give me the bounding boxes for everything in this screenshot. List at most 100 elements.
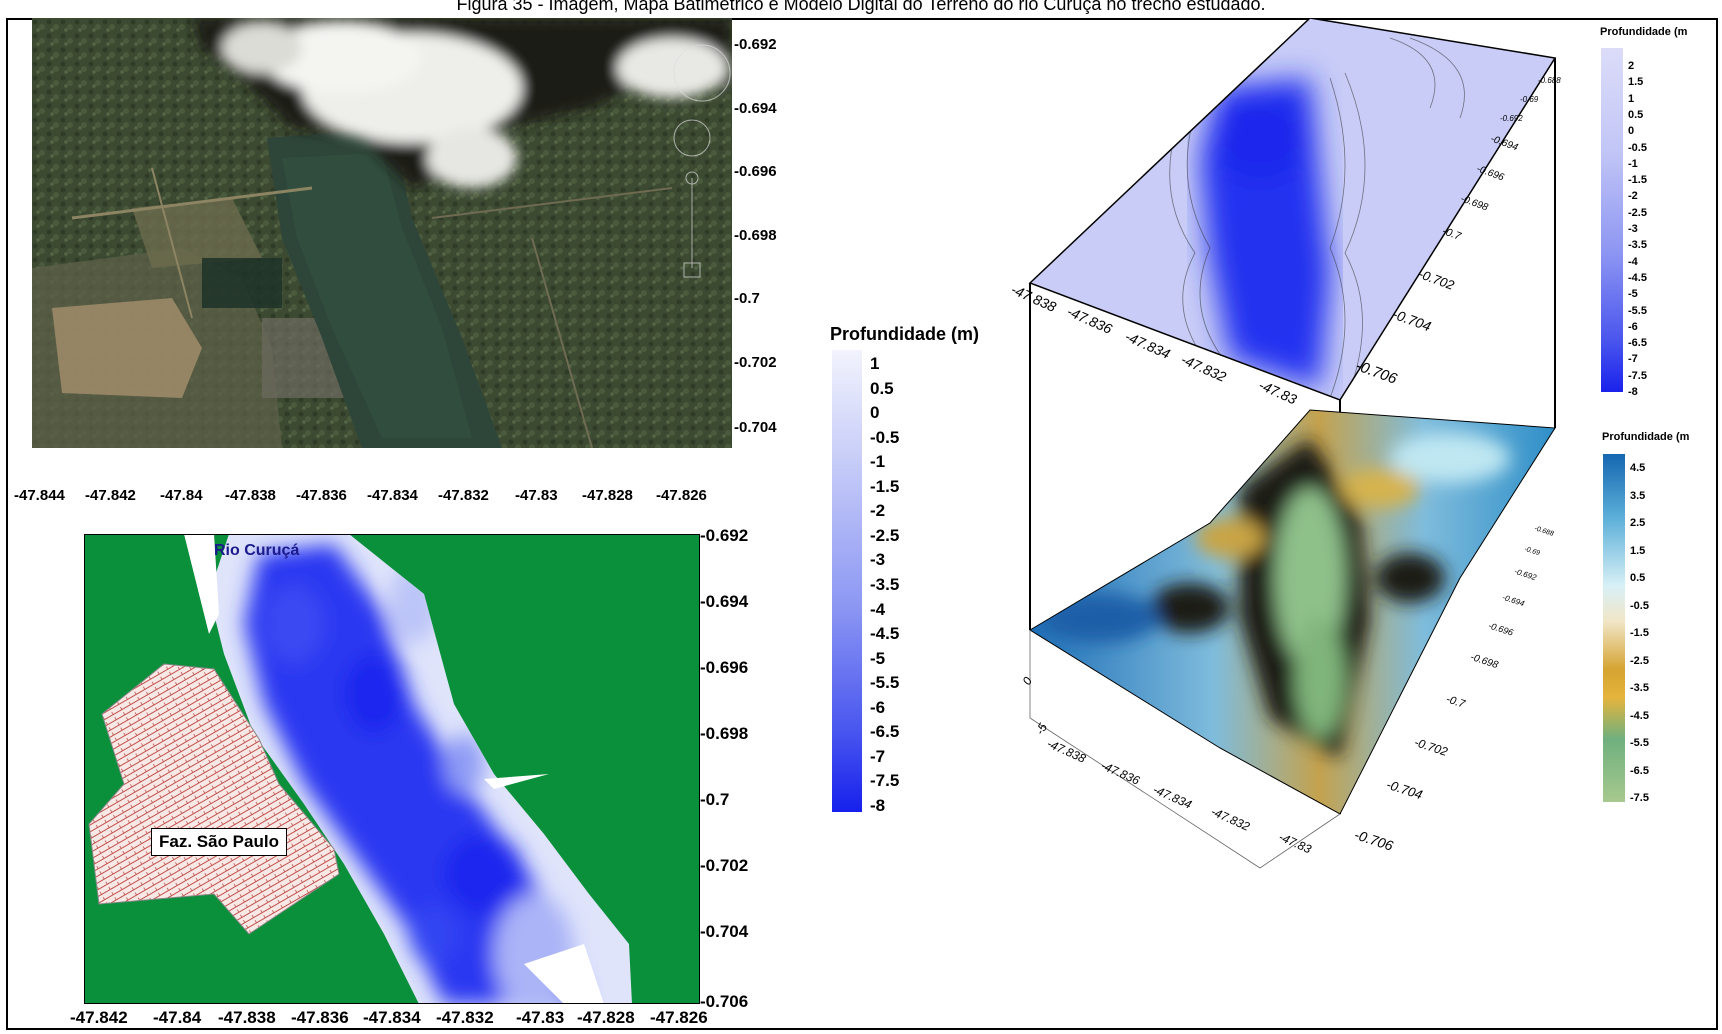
legend-label: 0 <box>870 403 880 423</box>
legend-label: -1 <box>1628 157 1638 170</box>
legend-label: -5.5 <box>1630 737 1649 749</box>
y-tick: -0.692 <box>700 526 749 545</box>
legend-label: -6 <box>870 697 886 717</box>
x-tick: -47.826 <box>650 1008 708 1027</box>
legend-label: -6.5 <box>1628 337 1647 350</box>
legend-label: -3 <box>1628 223 1638 235</box>
legend-label: -7.5 <box>870 771 900 791</box>
legend-label: -8 <box>870 796 886 815</box>
legend-label: -2.5 <box>1630 654 1649 667</box>
legend-label: 0.5 <box>1630 572 1646 584</box>
legend-label: 3.5 <box>1630 489 1646 502</box>
legend-label: -4 <box>870 599 886 619</box>
legend-label: -5.5 <box>1628 304 1647 317</box>
legend-label: -5.5 <box>870 673 900 693</box>
legend-label: 0.5 <box>870 378 894 398</box>
x-tick: -47.828 <box>577 1008 635 1027</box>
3d-terrain-model <box>1028 18 1557 869</box>
x-tick: -47.826 <box>656 487 707 504</box>
legend-label: -6.5 <box>870 722 900 742</box>
legend-label: 2.5 <box>1630 517 1646 529</box>
legend-top3d-title: Profundidade (m <box>1600 26 1688 38</box>
x-tick: -47.836 <box>291 1008 349 1027</box>
legend-label: -5 <box>870 648 886 668</box>
legend-label: -3.5 <box>870 575 900 594</box>
legend-label: 1.5 <box>1628 76 1644 89</box>
legend-label: -6 <box>1628 320 1638 333</box>
x-tick: -47.838 <box>225 487 276 504</box>
legend-label: -2.5 <box>1628 206 1647 219</box>
legend-label: -5 <box>1628 288 1638 301</box>
legend-label: 2 <box>1628 60 1635 72</box>
legend-label: -7 <box>1628 353 1638 366</box>
legend-label: -1 <box>870 452 886 472</box>
legend-label: -0.5 <box>1628 141 1647 154</box>
y-tick: -0.694 <box>734 100 777 117</box>
y-tick: -0.7 <box>734 290 760 307</box>
legend-top3d-colorbar <box>1601 48 1623 392</box>
x-tick: -47.842 <box>70 1008 128 1027</box>
x-tick: -47.844 <box>14 487 65 504</box>
legend-label: -0.5 <box>1630 599 1649 612</box>
x-tick: -47.834 <box>363 1008 421 1027</box>
x-tick: -47.83 <box>516 1008 565 1027</box>
x-tick: -47.84 <box>153 1008 202 1027</box>
figure-caption: Figura 35 - Imagem, Mapa Batimétrico e M… <box>456 0 1266 14</box>
legend-label: 0 <box>1628 125 1635 138</box>
legend-label: -0.5 <box>870 427 900 447</box>
legend-label: 1 <box>870 354 880 373</box>
river-label: Rio Curuçá <box>214 542 300 559</box>
legend-label: -7.5 <box>1630 792 1649 804</box>
legend-2d-colorbar <box>832 350 862 812</box>
y-tick: -0.7 <box>700 790 730 809</box>
y-tick: -0.69 <box>1520 95 1539 104</box>
legend-label: 1.5 <box>1630 544 1646 557</box>
y-tick: -0.692 <box>1500 114 1523 123</box>
legend-label: -8 <box>1628 386 1638 398</box>
legend-label: 0.5 <box>1628 108 1644 121</box>
legend-bottom3d-colorbar <box>1603 454 1625 802</box>
legend-label: -4.5 <box>1630 709 1649 722</box>
y-tick: -0.704 <box>700 922 749 941</box>
legend-label: -3 <box>870 550 886 570</box>
farm-label: Faz. São Paulo <box>151 828 287 856</box>
y-tick: -0.694 <box>700 592 749 611</box>
x-tick: -47.84 <box>160 487 203 504</box>
bathymetric-map <box>84 534 700 1004</box>
x-tick: -47.842 <box>85 487 136 504</box>
legend-label: -4.5 <box>1628 271 1647 284</box>
y-tick: -0.704 <box>734 419 777 436</box>
y-tick: -0.692 <box>734 36 777 53</box>
legend-label: -4 <box>1628 255 1638 268</box>
legend-label: 1 <box>1628 92 1635 105</box>
legend-label: -3.5 <box>1630 682 1649 694</box>
y-tick: -0.702 <box>700 856 749 875</box>
legend-label: -4.5 <box>870 624 900 644</box>
x-tick: -47.83 <box>515 487 558 504</box>
x-tick: -47.834 <box>367 487 418 504</box>
x-tick: -47.836 <box>296 487 347 504</box>
satellite-image <box>32 18 732 448</box>
legend-label: -6.5 <box>1630 764 1649 777</box>
figure-frame <box>6 18 1718 1030</box>
legend-label: -2 <box>870 501 886 521</box>
x-tick: -47.828 <box>582 487 633 504</box>
y-tick: -0.698 <box>734 227 777 244</box>
legend-bottom3d-title: Profundidade (m <box>1602 431 1690 443</box>
legend-label: -1.5 <box>1630 627 1649 639</box>
y-tick: -0.688 <box>1538 76 1561 85</box>
legend-label: -1.5 <box>1628 174 1647 187</box>
legend-label: -2.5 <box>870 525 900 545</box>
y-tick: -0.706 <box>700 992 749 1011</box>
x-tick: -47.838 <box>218 1008 276 1027</box>
legend-label: -3.5 <box>1628 239 1647 252</box>
x-tick: -47.832 <box>438 487 489 504</box>
legend-2d-title: Profundidade (m) <box>830 324 979 344</box>
legend-label: 4.5 <box>1630 462 1646 474</box>
legend-label: -2 <box>1628 190 1638 203</box>
y-tick: -0.696 <box>700 658 749 677</box>
y-tick: -0.696 <box>734 163 777 180</box>
y-tick: -0.702 <box>734 354 777 371</box>
x-tick: -47.832 <box>436 1008 494 1027</box>
y-tick: -0.698 <box>700 724 749 743</box>
